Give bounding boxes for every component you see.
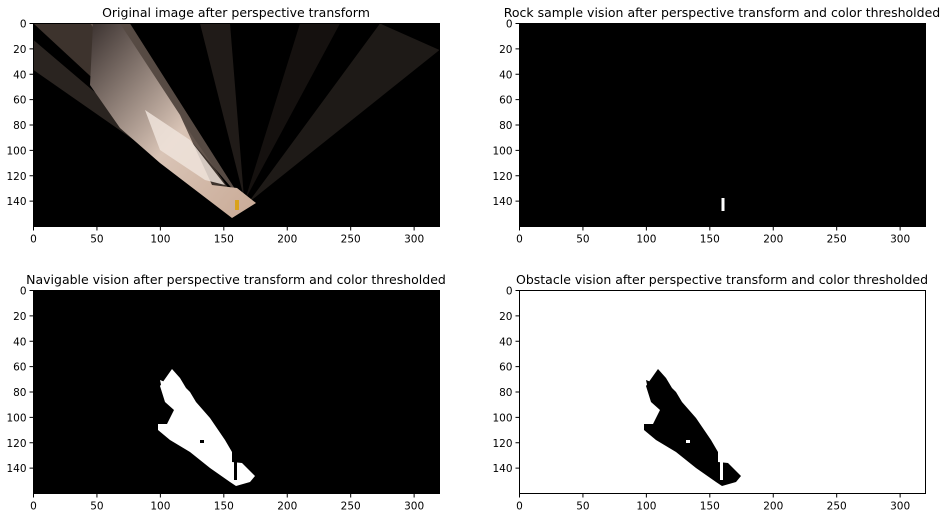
image-background [519,290,926,494]
y-tick-label: 80 [499,120,512,132]
y-tick-label: 20 [499,311,512,323]
image-background [33,290,440,494]
x-tick-label: 200 [763,234,783,246]
x-tick-label: 250 [341,501,361,513]
x-tick-label: 300 [890,234,910,246]
x-tick-label: 300 [404,234,424,246]
y-tick-label: 140 [6,463,26,475]
mask-gap [720,462,723,480]
x-tick-label: 0 [516,501,523,513]
x-tick-label: 250 [827,234,847,246]
y-tick-label: 100 [6,412,26,424]
y-tick-label: 120 [492,171,512,183]
y-axis: 0 20 40 60 80 100 120 140 [6,286,34,475]
y-tick-label: 140 [492,463,512,475]
y-tick-label: 20 [13,44,26,56]
x-tick-label: 150 [700,501,720,513]
image-navigable [33,290,440,494]
y-tick-label: 60 [499,362,512,374]
y-tick-label: 140 [6,196,26,208]
x-tick-label: 0 [30,234,37,246]
obstacle-mask [644,369,741,486]
y-tick-label: 0 [506,286,513,298]
panel-title-navigable: Navigable vision after perspective trans… [26,272,446,287]
y-tick-label: 60 [13,95,26,107]
x-tick-label: 250 [341,234,361,246]
y-tick-label: 80 [13,387,26,399]
x-tick-label: 0 [516,234,523,246]
mask-gap [200,440,204,443]
y-tick-label: 40 [499,336,512,348]
x-tick-label: 150 [700,234,720,246]
panel-obstacle: Obstacle vision after perspective transf… [492,272,928,513]
panel-title-obstacle: Obstacle vision after perspective transf… [516,272,928,287]
wall-streak [200,23,244,198]
x-tick-label: 50 [576,234,589,246]
x-tick-label: 200 [277,234,297,246]
x-tick-label: 0 [30,501,37,513]
y-tick-label: 40 [499,69,512,81]
y-tick-label: 0 [20,286,27,298]
y-tick-label: 120 [492,438,512,450]
y-tick-label: 120 [6,438,26,450]
y-tick-label: 140 [492,196,512,208]
x-tick-label: 50 [90,501,103,513]
x-tick-label: 200 [763,501,783,513]
mask-gap [234,462,237,480]
x-tick-label: 300 [890,501,910,513]
y-axis: 0 20 40 60 80 100 120 140 [6,19,34,208]
panel-rock-sample: Rock sample vision after perspective tra… [492,5,940,246]
x-axis: 0 50 100 150 200 250 300 [516,493,910,513]
x-tick-label: 100 [636,501,656,513]
ground-region [90,23,256,218]
ground-highlight [145,110,225,185]
x-tick-label: 150 [214,501,234,513]
x-tick-label: 200 [277,501,297,513]
y-tick-label: 60 [13,362,26,374]
y-tick-label: 100 [492,412,512,424]
navigable-mask [158,369,255,486]
x-tick-label: 250 [827,501,847,513]
obstacle-mask [646,380,656,394]
y-tick-label: 100 [6,145,26,157]
y-tick-label: 40 [13,336,26,348]
mask-gap [686,440,690,443]
panel-navigable: Navigable vision after perspective trans… [6,272,445,513]
y-tick-label: 0 [20,19,27,31]
image-rock-sample [519,23,926,227]
x-axis: 0 50 100 150 200 250 300 [516,226,910,246]
panel-original: Original image after perspective transfo… [6,5,440,246]
y-tick-label: 100 [492,145,512,157]
y-tick-label: 80 [499,387,512,399]
y-axis: 0 20 40 60 80 100 120 140 [492,286,520,475]
panel-title-rock-sample: Rock sample vision after perspective tra… [504,5,940,20]
image-background [519,23,926,227]
rock-sample-mask [721,198,725,211]
y-tick-label: 60 [499,95,512,107]
y-tick-label: 20 [499,44,512,56]
y-tick-label: 80 [13,120,26,132]
y-tick-label: 0 [506,19,513,31]
y-tick-label: 20 [13,311,26,323]
y-axis: 0 20 40 60 80 100 120 140 [492,19,520,208]
y-tick-label: 40 [13,69,26,81]
panel-title-original: Original image after perspective transfo… [102,5,370,20]
image-obstacle [519,290,926,494]
y-tick-label: 120 [6,171,26,183]
x-tick-label: 50 [576,501,589,513]
rock-sample [235,200,239,210]
x-axis: 0 50 100 150 200 250 300 [30,226,424,246]
wall-streak [248,23,440,203]
x-tick-label: 300 [404,501,424,513]
x-tick-label: 50 [90,234,103,246]
image-original [33,23,440,227]
navigable-mask [160,380,170,394]
x-tick-label: 100 [150,234,170,246]
x-tick-label: 100 [150,501,170,513]
x-tick-label: 150 [214,234,234,246]
wall-streak [245,23,340,200]
x-axis: 0 50 100 150 200 250 300 [30,493,424,513]
x-tick-label: 100 [636,234,656,246]
